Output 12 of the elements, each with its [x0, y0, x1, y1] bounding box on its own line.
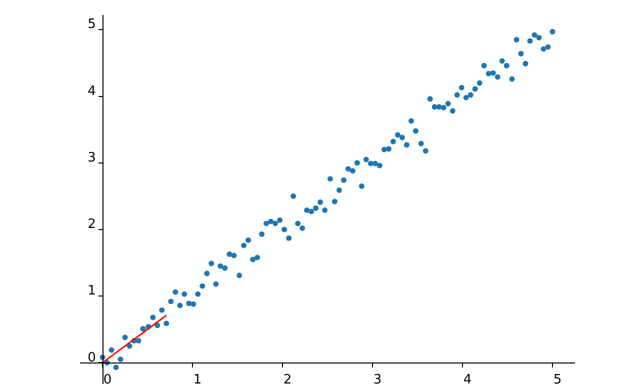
- x-tick-label: 0: [103, 372, 112, 388]
- y-tick-label: 4: [88, 84, 96, 99]
- x-tick-label: 3: [373, 372, 382, 388]
- y-tick-label: 0: [88, 350, 96, 366]
- y-tick-label: 3: [88, 150, 96, 166]
- x-tick-label: 5: [553, 372, 562, 388]
- x-tick-label: 4: [463, 372, 472, 388]
- x-tick-label: 1: [193, 372, 202, 388]
- y-tick-label: 1: [88, 284, 96, 299]
- y-tick-label: 5: [88, 17, 96, 32]
- x-tick-label: 2: [283, 372, 292, 388]
- y-tick-label: 2: [88, 217, 96, 232]
